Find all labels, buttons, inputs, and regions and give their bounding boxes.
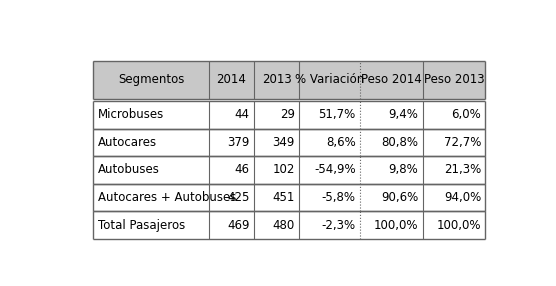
Text: Segmentos: Segmentos <box>118 74 184 86</box>
Text: -2,3%: -2,3% <box>321 219 355 232</box>
Text: 469: 469 <box>227 219 250 232</box>
Text: -54,9%: -54,9% <box>314 164 355 176</box>
Text: 2014: 2014 <box>216 74 246 86</box>
Text: 8,6%: 8,6% <box>326 136 355 149</box>
Bar <box>93 101 485 128</box>
Text: 29: 29 <box>280 108 295 121</box>
Text: 46: 46 <box>235 164 250 176</box>
Text: 100,0%: 100,0% <box>374 219 418 232</box>
Text: 2013: 2013 <box>262 74 291 86</box>
Text: Peso 2013: Peso 2013 <box>424 74 484 86</box>
Bar <box>93 156 485 184</box>
Text: 72,7%: 72,7% <box>444 136 481 149</box>
Text: Microbuses: Microbuses <box>97 108 164 121</box>
Text: 100,0%: 100,0% <box>436 219 481 232</box>
Bar <box>93 61 485 99</box>
Text: 379: 379 <box>227 136 250 149</box>
Text: -5,8%: -5,8% <box>321 191 355 204</box>
Text: Total Pasajeros: Total Pasajeros <box>97 219 185 232</box>
Text: 80,8%: 80,8% <box>381 136 418 149</box>
Text: 451: 451 <box>272 191 295 204</box>
Text: Autocares: Autocares <box>97 136 157 149</box>
Text: 349: 349 <box>272 136 295 149</box>
Bar <box>93 128 485 156</box>
Text: Autocares + Autobuses: Autocares + Autobuses <box>97 191 236 204</box>
Text: 6,0%: 6,0% <box>451 108 481 121</box>
Text: 102: 102 <box>272 164 295 176</box>
Text: Autobuses: Autobuses <box>97 164 160 176</box>
Text: 51,7%: 51,7% <box>318 108 355 121</box>
Bar <box>93 211 485 239</box>
Text: % Variación: % Variación <box>295 74 364 86</box>
Text: 90,6%: 90,6% <box>381 191 418 204</box>
Text: 44: 44 <box>235 108 250 121</box>
Text: 9,4%: 9,4% <box>389 108 418 121</box>
Bar <box>93 184 485 211</box>
Text: 425: 425 <box>227 191 250 204</box>
Text: 21,3%: 21,3% <box>444 164 481 176</box>
Text: 9,8%: 9,8% <box>389 164 418 176</box>
Text: Peso 2014: Peso 2014 <box>361 74 421 86</box>
Text: 94,0%: 94,0% <box>444 191 481 204</box>
Text: 480: 480 <box>272 219 295 232</box>
